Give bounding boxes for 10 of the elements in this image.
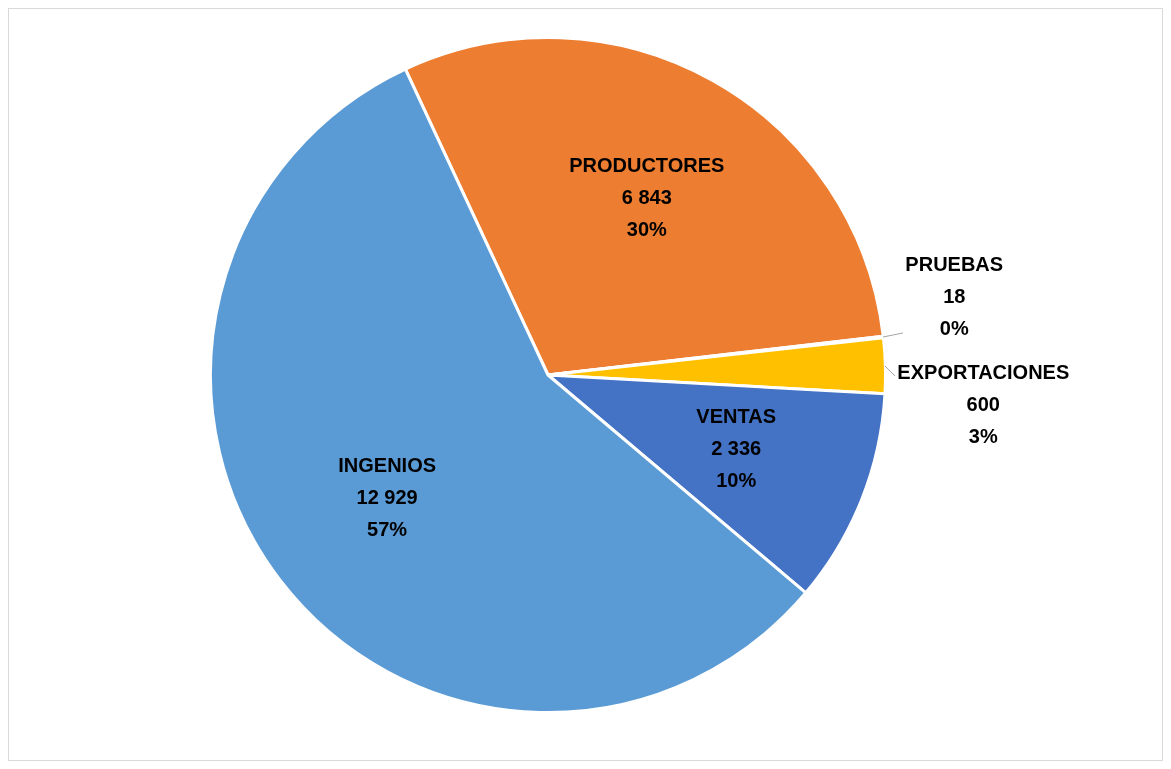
- slice-label: INGENIOS: [338, 453, 437, 476]
- data-label: 18 0%: [939, 284, 969, 339]
- data-label: 6 843 30%: [621, 185, 672, 240]
- data-label: 2 336 10%: [711, 437, 762, 492]
- data-label: 12 929 57%: [356, 485, 418, 540]
- slice-label: PRUEBAS: [905, 252, 1004, 275]
- data-label: 600 3%: [966, 392, 1000, 447]
- slice-label: EXPORTACIONES: [897, 360, 1070, 383]
- slice-label: PRODUCTORES: [569, 153, 725, 176]
- slice-label: VENTAS: [696, 405, 776, 428]
